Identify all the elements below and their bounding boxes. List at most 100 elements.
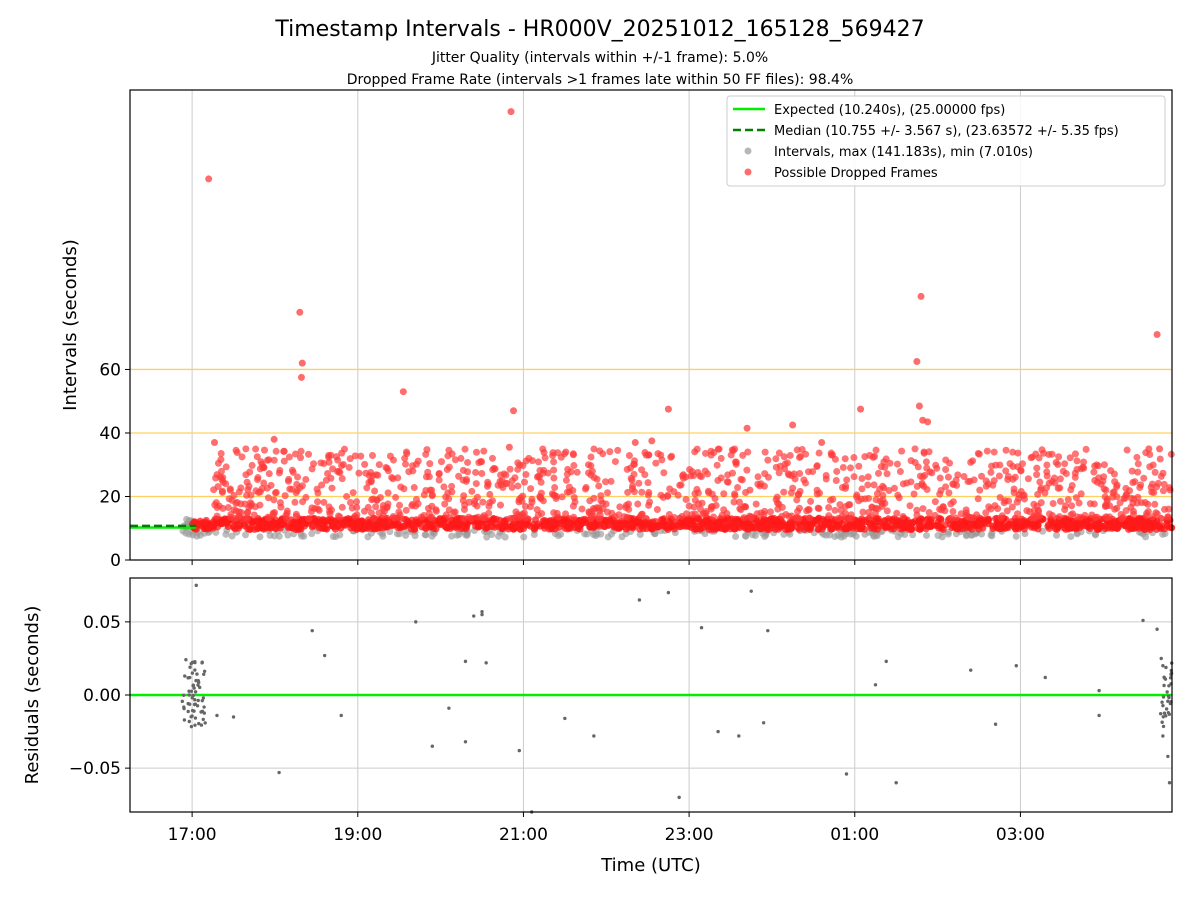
dropped-frame-point: [988, 462, 996, 470]
dropped-frame-point: [377, 517, 385, 525]
dropped-frame-point: [1014, 463, 1022, 471]
dropped-frame-point: [1133, 499, 1141, 507]
residual-point: [666, 590, 671, 595]
dropped-frame-point: [910, 490, 918, 498]
interval-point: [732, 533, 740, 541]
interval-point: [329, 533, 337, 541]
bottom-y-tick-label: 0.05: [83, 613, 121, 633]
dropped-frame-point: [629, 482, 637, 490]
dropped-frame-point: [701, 449, 709, 457]
dropped-frame-point: [451, 520, 459, 528]
dropped-frame-point: [224, 504, 232, 512]
residual-point: [1162, 711, 1167, 715]
dropped-frame-point: [344, 515, 352, 523]
dropped-frame-point: [1013, 498, 1021, 506]
dropped-frame-point: [1100, 473, 1108, 481]
dropped-frame-point: [435, 517, 443, 525]
residual-point: [322, 653, 327, 658]
dropped-frame-point: [864, 473, 872, 481]
dropped-frame-point: [798, 445, 806, 453]
dropped-frame-point: [218, 488, 226, 496]
dropped-frame-point: [307, 508, 315, 516]
dropped-frame-point: [869, 453, 877, 461]
dropped-frame-point: [213, 512, 221, 520]
dropped-frame-point: [538, 510, 546, 518]
dropped-frame-point: [544, 469, 552, 477]
residual-point: [192, 709, 196, 713]
dropped-frame-point: [931, 511, 939, 519]
residual-point: [1166, 754, 1170, 759]
dropped-frame-point: [656, 522, 664, 530]
dropped-frame-point: [683, 510, 691, 518]
dropped-frame-point: [238, 453, 246, 461]
dropped-frame-point: [1142, 512, 1150, 520]
dropped-frame-point: [1048, 477, 1056, 485]
dropped-frame-point: [597, 492, 605, 500]
dropped-frame-point: [996, 493, 1004, 501]
dropped-frame-point: [338, 449, 346, 457]
dropped-frame-point: [1097, 480, 1105, 488]
dropped-frame-point: [1077, 490, 1085, 498]
dropped-frame-outlier: [1145, 445, 1153, 453]
dropped-frame-point: [292, 510, 300, 518]
interval-point: [1012, 532, 1020, 540]
dropped-frame-point: [484, 523, 492, 531]
dropped-frame-point: [396, 511, 404, 519]
dropped-frame-point: [421, 524, 429, 532]
dropped-frame-point: [1064, 496, 1072, 504]
dropped-frame-point: [422, 450, 430, 458]
dropped-frame-point: [309, 522, 317, 530]
dropped-frame-point: [836, 501, 844, 509]
dropped-frame-point: [809, 468, 817, 476]
dropped-frame-point: [865, 508, 873, 516]
dropped-frame-point: [942, 466, 950, 474]
dropped-frame-point: [839, 463, 847, 471]
residual-point: [186, 676, 190, 680]
dropped-frame-point: [746, 486, 754, 494]
residual-point: [480, 609, 484, 614]
dropped-frame-point: [410, 484, 418, 492]
dropped-frame-point: [302, 476, 310, 484]
dropped-frame-point: [283, 515, 291, 523]
dropped-frame-point: [645, 451, 653, 459]
dropped-frame-point: [322, 476, 330, 484]
dropped-frame-point: [657, 451, 665, 459]
residual-point: [191, 684, 195, 688]
chart-title: Timestamp Intervals - HR000V_20251012_16…: [274, 17, 924, 42]
interval-point: [944, 530, 952, 538]
dropped-frame-point: [771, 525, 779, 533]
residual-point: [1161, 703, 1165, 708]
dropped-frame-point: [775, 500, 783, 508]
residual-point: [1158, 712, 1163, 716]
interval-point: [495, 532, 503, 540]
dropped-frame-outlier: [924, 418, 932, 426]
dropped-frame-point: [1010, 485, 1018, 493]
dropped-frame-point: [247, 525, 255, 533]
dropped-frame-point: [212, 499, 220, 507]
dropped-frame-point: [718, 511, 726, 519]
dropped-frame-point: [230, 522, 238, 530]
interval-point: [270, 532, 278, 540]
dropped-frame-point: [634, 500, 642, 508]
residual-point: [189, 689, 194, 693]
dropped-frame-point: [581, 485, 589, 493]
dropped-frame-point: [739, 451, 747, 459]
residual-point: [187, 693, 191, 697]
dropped-frame-point: [1127, 503, 1135, 511]
dropped-frame-point: [686, 465, 694, 473]
dropped-frame-point: [1067, 511, 1075, 519]
residual-point: [592, 734, 596, 738]
dropped-frame-point: [590, 445, 598, 453]
dropped-frame-point: [391, 514, 399, 522]
top-y-axis-label: Intervals (seconds): [60, 239, 81, 411]
dropped-frame-point: [508, 477, 516, 485]
dropped-frame-point: [257, 519, 265, 527]
dropped-frame-point: [927, 523, 935, 531]
residual-point: [202, 711, 207, 715]
dropped-frame-point: [584, 461, 592, 469]
chart-subtitle-dropped: Dropped Frame Rate (intervals >1 frames …: [347, 72, 854, 88]
dropped-frame-point: [978, 472, 986, 480]
dropped-frame-point: [602, 500, 610, 508]
dropped-frame-point: [731, 458, 739, 466]
dropped-frame-point: [670, 514, 678, 522]
